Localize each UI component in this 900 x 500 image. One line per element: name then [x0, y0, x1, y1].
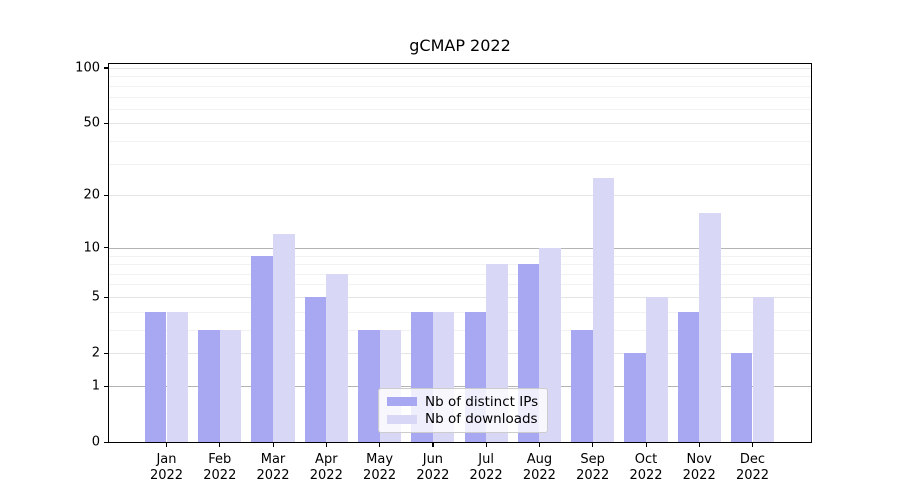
major-gridline — [109, 386, 811, 388]
minor-gridline — [109, 264, 811, 266]
x-tick-label: Mar 2022 — [256, 452, 290, 483]
legend: Nb of distinct IPs Nb of downloads — [378, 388, 548, 433]
bar-distinct-ips-apr — [304, 297, 327, 443]
major-gridline — [109, 195, 811, 197]
legend-label-distinct-ips: Nb of distinct IPs — [425, 393, 539, 410]
minor-gridline — [109, 273, 811, 275]
y-tick-mark — [104, 194, 108, 196]
minor-gridline — [109, 141, 811, 143]
major-gridline — [109, 247, 811, 249]
y-tick-mark — [104, 352, 108, 354]
x-tick-label: Nov 2022 — [682, 452, 716, 483]
y-tick-label: 0 — [91, 434, 100, 450]
x-tick-mark — [272, 443, 274, 448]
x-tick-mark — [432, 443, 434, 448]
y-tick-label: 50 — [83, 115, 100, 131]
bar-downloads-sep — [592, 178, 615, 443]
y-tick-label: 5 — [91, 289, 100, 305]
minor-gridline — [109, 85, 811, 87]
bar-downloads-jan — [166, 311, 189, 443]
minor-gridline — [109, 255, 811, 257]
bar-distinct-ips-nov — [677, 311, 700, 443]
bar-distinct-ips-feb — [198, 329, 220, 443]
y-tick-mark — [104, 441, 108, 443]
x-tick-mark — [538, 443, 541, 448]
y-tick-label: 1 — [91, 378, 100, 394]
major-gridline — [109, 297, 811, 298]
legend-item-downloads: Nb of downloads — [387, 411, 539, 427]
legend-swatch-distinct-ips — [387, 397, 417, 407]
minor-gridline — [109, 284, 811, 286]
minor-gridline — [109, 96, 811, 98]
x-tick-mark — [325, 443, 327, 448]
x-tick-label: Jul 2022 — [469, 452, 503, 483]
bar-distinct-ips-may — [358, 329, 380, 443]
x-tick-mark — [379, 443, 381, 448]
bar-downloads-apr — [326, 273, 348, 443]
y-tick-mark — [104, 296, 108, 298]
legend-label-downloads: Nb of downloads — [425, 411, 538, 428]
x-tick-mark — [752, 443, 754, 448]
x-tick-label: Feb 2022 — [203, 452, 237, 483]
y-tick-label: 100 — [75, 60, 100, 76]
minor-gridline — [109, 76, 811, 78]
x-tick-mark — [645, 443, 647, 448]
major-gridline — [109, 353, 811, 355]
bar-downloads-oct — [646, 297, 668, 443]
chart-title: gCMAP 2022 — [409, 36, 511, 55]
x-tick-label: Jan 2022 — [149, 452, 184, 483]
bar-downloads-feb — [219, 329, 242, 443]
minor-gridline — [109, 311, 811, 313]
major-gridline — [109, 67, 811, 69]
bar-distinct-ips-dec — [730, 353, 753, 443]
plot-area: Nb of distinct IPs Nb of downloads — [108, 63, 812, 444]
bar-distinct-ips-sep — [571, 329, 593, 443]
x-tick-label: Oct 2022 — [629, 452, 663, 483]
x-tick-label: Apr 2022 — [309, 452, 343, 483]
x-tick-label: May 2022 — [363, 452, 397, 483]
x-tick-label: Jun 2022 — [416, 452, 450, 483]
y-tick-mark — [104, 67, 108, 69]
legend-swatch-downloads — [387, 414, 417, 424]
bar-downloads-mar — [273, 234, 295, 443]
x-tick-label: Dec 2022 — [735, 452, 770, 483]
major-gridline — [109, 123, 811, 125]
x-tick-mark — [219, 443, 221, 448]
y-tick-label: 10 — [83, 240, 100, 256]
x-tick-label: Sep 2022 — [576, 452, 610, 483]
y-tick-mark — [104, 385, 108, 387]
bar-downloads-dec — [752, 297, 775, 443]
x-tick-mark — [166, 443, 168, 448]
y-tick-mark — [104, 122, 108, 124]
y-tick-label: 2 — [91, 345, 100, 361]
minor-gridline — [109, 329, 811, 331]
x-tick-mark — [592, 443, 594, 448]
minor-gridline — [109, 163, 811, 165]
legend-item-distinct-ips: Nb of distinct IPs — [387, 394, 539, 410]
bar-distinct-ips-jan — [144, 311, 167, 443]
x-tick-label: Aug 2022 — [522, 452, 556, 483]
bar-downloads-nov — [699, 212, 721, 443]
x-tick-mark — [698, 443, 700, 448]
bar-distinct-ips-mar — [251, 255, 273, 443]
bar-distinct-ips-oct — [624, 353, 646, 443]
x-tick-mark — [485, 443, 487, 448]
y-tick-mark — [104, 247, 108, 249]
minor-gridline — [109, 108, 811, 110]
y-tick-label: 20 — [83, 187, 100, 203]
